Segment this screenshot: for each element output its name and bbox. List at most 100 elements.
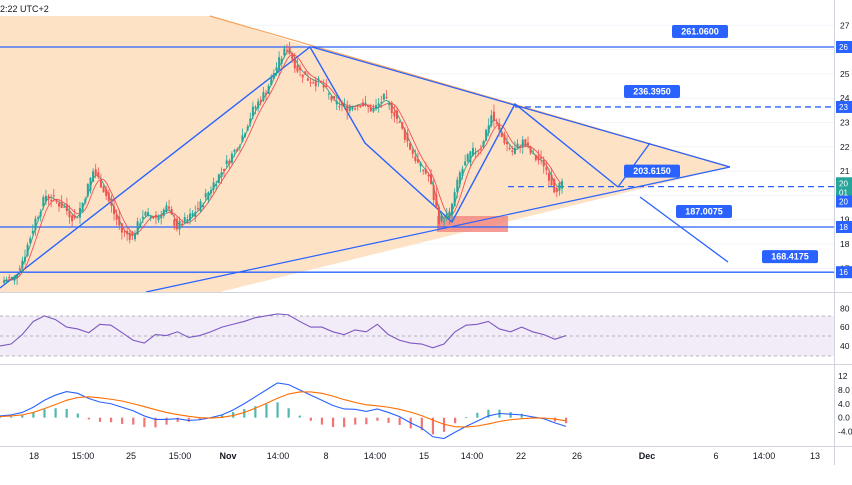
candle-body	[58, 203, 61, 207]
candle	[147, 207, 150, 217]
candle	[37, 215, 40, 222]
time-axis[interactable]: 18 15:00 25 15:00 Nov 14:00 8 14:00 15 14:00 22 26 D…	[29, 451, 820, 461]
candle-body	[149, 216, 152, 219]
candle	[333, 96, 336, 101]
macd-histogram-bar	[387, 417, 390, 423]
candle	[262, 87, 265, 103]
candle	[361, 98, 364, 107]
candle-body	[280, 58, 283, 64]
candle-body	[498, 123, 501, 130]
candle	[354, 107, 357, 111]
candle	[92, 168, 95, 182]
candle-body	[479, 148, 482, 150]
level-label-box	[762, 250, 818, 264]
level-label: 187.0075	[676, 205, 732, 218]
candle	[270, 74, 273, 86]
candle	[390, 100, 393, 119]
candle	[120, 222, 123, 240]
price-tick-label: 24	[840, 93, 850, 103]
rsi-pane[interactable]	[0, 313, 834, 357]
candle	[369, 103, 372, 112]
candle-body	[16, 275, 19, 279]
macd-histogram-bar	[398, 417, 401, 425]
candle	[105, 185, 108, 200]
candle	[495, 118, 498, 125]
candle	[375, 98, 378, 111]
candle-body	[102, 186, 105, 193]
candle-body	[333, 96, 336, 99]
candle	[76, 217, 79, 219]
price-edge-badge-box	[836, 100, 852, 113]
candle	[154, 211, 157, 225]
candle	[99, 173, 102, 188]
price-edge-badge: 16	[836, 266, 852, 279]
candle	[309, 78, 312, 87]
candle	[113, 199, 116, 221]
macd-pane[interactable]	[0, 382, 568, 440]
macd-histogram-bar	[431, 417, 435, 435]
candle	[527, 136, 529, 149]
candle	[58, 200, 61, 212]
candle-body	[440, 214, 443, 221]
candle	[204, 188, 207, 202]
price-pane[interactable]: 261.0600 236.3950 203.6150 187.0075 168.4175	[0, 15, 834, 293]
candle	[550, 167, 553, 187]
candle	[516, 139, 519, 149]
candlesticks	[3, 41, 564, 286]
projection-down-line	[639, 196, 729, 263]
candle	[325, 79, 328, 89]
time-tick-label: 14:00	[364, 451, 387, 461]
macd-histogram-bar	[76, 413, 79, 418]
candle-body	[238, 146, 241, 148]
zigzag-wave	[0, 45, 619, 289]
level-label: 203.6150	[624, 164, 680, 178]
candle	[435, 187, 438, 209]
candle-body	[372, 109, 375, 112]
candle	[482, 139, 485, 150]
candle	[110, 194, 113, 213]
candle-body	[325, 85, 328, 87]
candle-body	[445, 213, 448, 216]
price-tick-label: 22	[840, 142, 850, 152]
price-axis[interactable]: 272625242322212019181726232001201816	[836, 20, 852, 279]
candle-body	[99, 180, 102, 188]
candle-body	[23, 256, 26, 262]
candle	[320, 81, 323, 83]
candle-body	[191, 212, 194, 217]
candle-body	[430, 174, 433, 185]
rsi-line	[0, 313, 567, 349]
candle	[233, 148, 236, 157]
candle-body	[52, 195, 55, 197]
candle	[280, 55, 283, 71]
candle	[152, 216, 155, 219]
candle	[285, 44, 288, 55]
candle	[272, 69, 275, 79]
candle-body	[173, 219, 176, 226]
candle-body	[78, 208, 81, 218]
candle	[466, 153, 469, 163]
candle	[487, 118, 490, 137]
level-label-box	[672, 25, 728, 38]
candle	[448, 207, 451, 225]
candle-body	[37, 217, 40, 219]
candle-body	[508, 147, 511, 149]
utc-clock[interactable]: 2:22 UTC+2	[0, 4, 49, 14]
candle-body	[537, 155, 540, 161]
candle	[406, 129, 409, 147]
time-tick-label: 14:00	[753, 451, 776, 461]
candle	[254, 104, 257, 115]
candle-body	[144, 212, 147, 216]
candle-body	[553, 179, 556, 193]
time-tick-label: 15	[419, 451, 429, 461]
candle	[534, 154, 537, 162]
candle-body	[131, 231, 134, 236]
candle	[178, 216, 181, 236]
candle	[312, 79, 315, 84]
candle	[265, 89, 267, 101]
candle-body	[68, 210, 71, 218]
candle-body	[521, 139, 524, 148]
candle	[340, 100, 343, 112]
macd-axis: 12 8.0 4.0 0.0 -4.0	[838, 371, 852, 437]
candle	[396, 106, 398, 124]
